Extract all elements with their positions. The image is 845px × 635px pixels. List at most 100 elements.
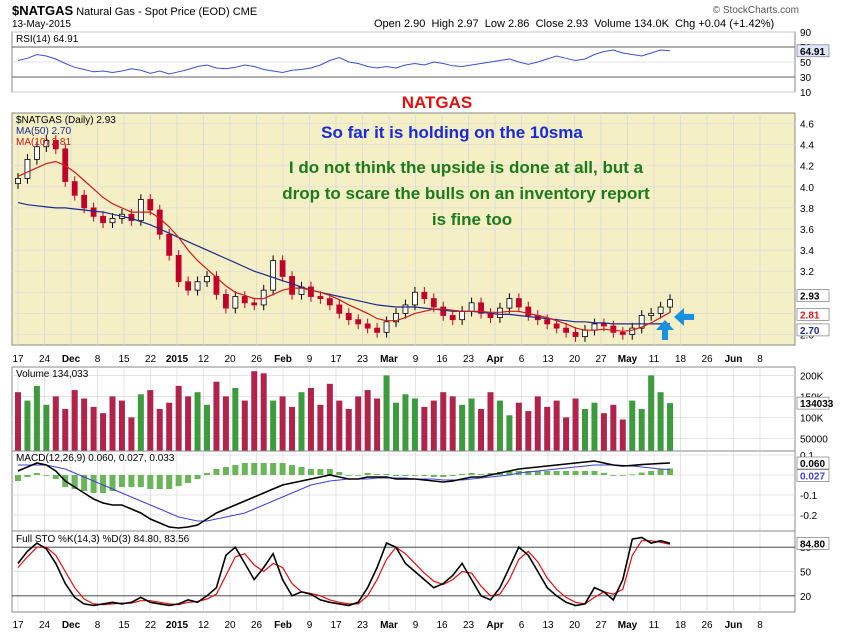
macd-last-tag	[796, 456, 830, 470]
price-candle	[383, 321, 390, 333]
instrument-name: Natural Gas - Spot Price (EOD)	[76, 6, 230, 18]
price-x-label: 8	[95, 354, 101, 365]
up-arrow	[656, 320, 674, 340]
price-candle	[43, 140, 50, 148]
low-value: 2.86	[508, 18, 530, 30]
left-arrow	[674, 308, 694, 326]
sto-x-label: 24	[39, 620, 51, 631]
volume-bar	[326, 383, 333, 451]
volume-bar	[629, 400, 636, 451]
macd-histogram-bar	[459, 474, 466, 475]
price-tick-label: 4.2	[800, 162, 814, 173]
macd-histogram-bar	[222, 467, 229, 475]
volume-bar	[90, 406, 97, 451]
volume-bar	[667, 403, 674, 451]
sto-last-tag	[796, 537, 830, 550]
macd-histogram-bar	[383, 474, 390, 475]
price-candle	[326, 298, 333, 306]
macd-histogram-bar	[430, 475, 437, 477]
macd-histogram-bar	[345, 475, 352, 476]
price-candle	[156, 209, 163, 235]
macd-histogram-bar	[156, 475, 163, 489]
price-candle	[506, 298, 513, 309]
price-candle	[308, 286, 314, 297]
ma10-last-tag	[796, 308, 830, 321]
price-candle	[591, 323, 598, 331]
macd-histogram-bar	[440, 475, 447, 477]
price-candle	[468, 302, 475, 312]
volume-bar	[118, 400, 125, 451]
low-label: Low	[484, 18, 505, 30]
volume-bar	[430, 400, 437, 451]
high-label: High	[431, 18, 455, 30]
price-candle	[619, 331, 626, 335]
volume-tick-label: 50000	[800, 434, 828, 445]
price-x-label: 11	[649, 354, 660, 365]
sto-x-label: 20	[569, 620, 581, 631]
volume-bar	[298, 392, 305, 451]
rsi-tick-label: 10	[800, 88, 812, 99]
volume-bar	[402, 394, 409, 451]
macd-histogram-bar	[629, 474, 636, 476]
macd-histogram-bar	[241, 463, 248, 475]
sto-x-label: 18	[675, 620, 687, 631]
macd-signal-line	[18, 464, 671, 522]
macd-histogram-bar	[553, 471, 560, 475]
price-x-label: 23	[357, 354, 369, 365]
price-x-label: 6	[519, 354, 525, 365]
macd-histogram-bar	[638, 472, 645, 475]
macd-histogram-bar	[270, 463, 277, 475]
macd-histogram-bar	[506, 471, 513, 475]
volume-bar	[213, 381, 220, 451]
macd-histogram-bar	[421, 475, 428, 476]
macd-histogram-bar	[175, 475, 182, 486]
macd-histogram-bar	[298, 467, 305, 475]
macd-histogram-bar	[52, 475, 59, 479]
macd-histogram-bar	[147, 475, 154, 489]
sto-x-label: 20	[224, 620, 236, 631]
volume-bar	[345, 409, 352, 451]
rsi-tick-label: 90	[800, 28, 812, 39]
price-x-label: 26	[251, 354, 263, 365]
sto-x-label: 26	[701, 620, 713, 631]
price-candle	[232, 296, 239, 309]
volume-bar	[411, 398, 418, 451]
price-candle	[553, 323, 560, 329]
price-x-label: May	[618, 354, 638, 365]
price-candle	[185, 281, 192, 291]
price-candle	[411, 291, 418, 306]
price-x-label: 22	[145, 354, 157, 365]
sto-x-label: 27	[595, 620, 607, 631]
sto-x-label: Dec	[62, 620, 81, 631]
price-candle	[374, 327, 381, 333]
volume-bar	[317, 404, 324, 451]
price-x-label: Dec	[62, 354, 81, 365]
brand: © StockCharts.com	[712, 5, 799, 16]
volume-bar	[468, 398, 475, 451]
volume-value: 134.0K	[634, 18, 669, 30]
volume-bar	[289, 406, 296, 451]
macd-histogram-bar	[109, 475, 116, 491]
volume-bar	[459, 404, 466, 451]
macd-histogram-bar	[534, 471, 541, 475]
macd-panel	[11, 450, 796, 532]
macd-histogram-bar	[487, 473, 494, 475]
price-candle	[204, 276, 210, 283]
volume-bar	[610, 404, 617, 451]
price-candle	[657, 306, 664, 314]
price-candle	[601, 323, 607, 327]
sto-k-line	[17, 536, 671, 607]
volume-bar	[185, 396, 192, 451]
price-candle	[52, 140, 59, 150]
price-candle	[525, 306, 532, 316]
macd-histogram-bar	[468, 473, 475, 475]
volume-bar	[553, 400, 560, 451]
price-candle	[459, 310, 466, 321]
volume-bar	[241, 400, 248, 451]
macd-histogram-bar	[610, 475, 617, 476]
price-tick-label: 3.6	[800, 225, 814, 236]
volume-bar	[440, 392, 447, 451]
volume-bar	[137, 394, 144, 451]
macd-histogram-bar	[657, 469, 664, 475]
sto-x-label: 17	[330, 620, 342, 631]
